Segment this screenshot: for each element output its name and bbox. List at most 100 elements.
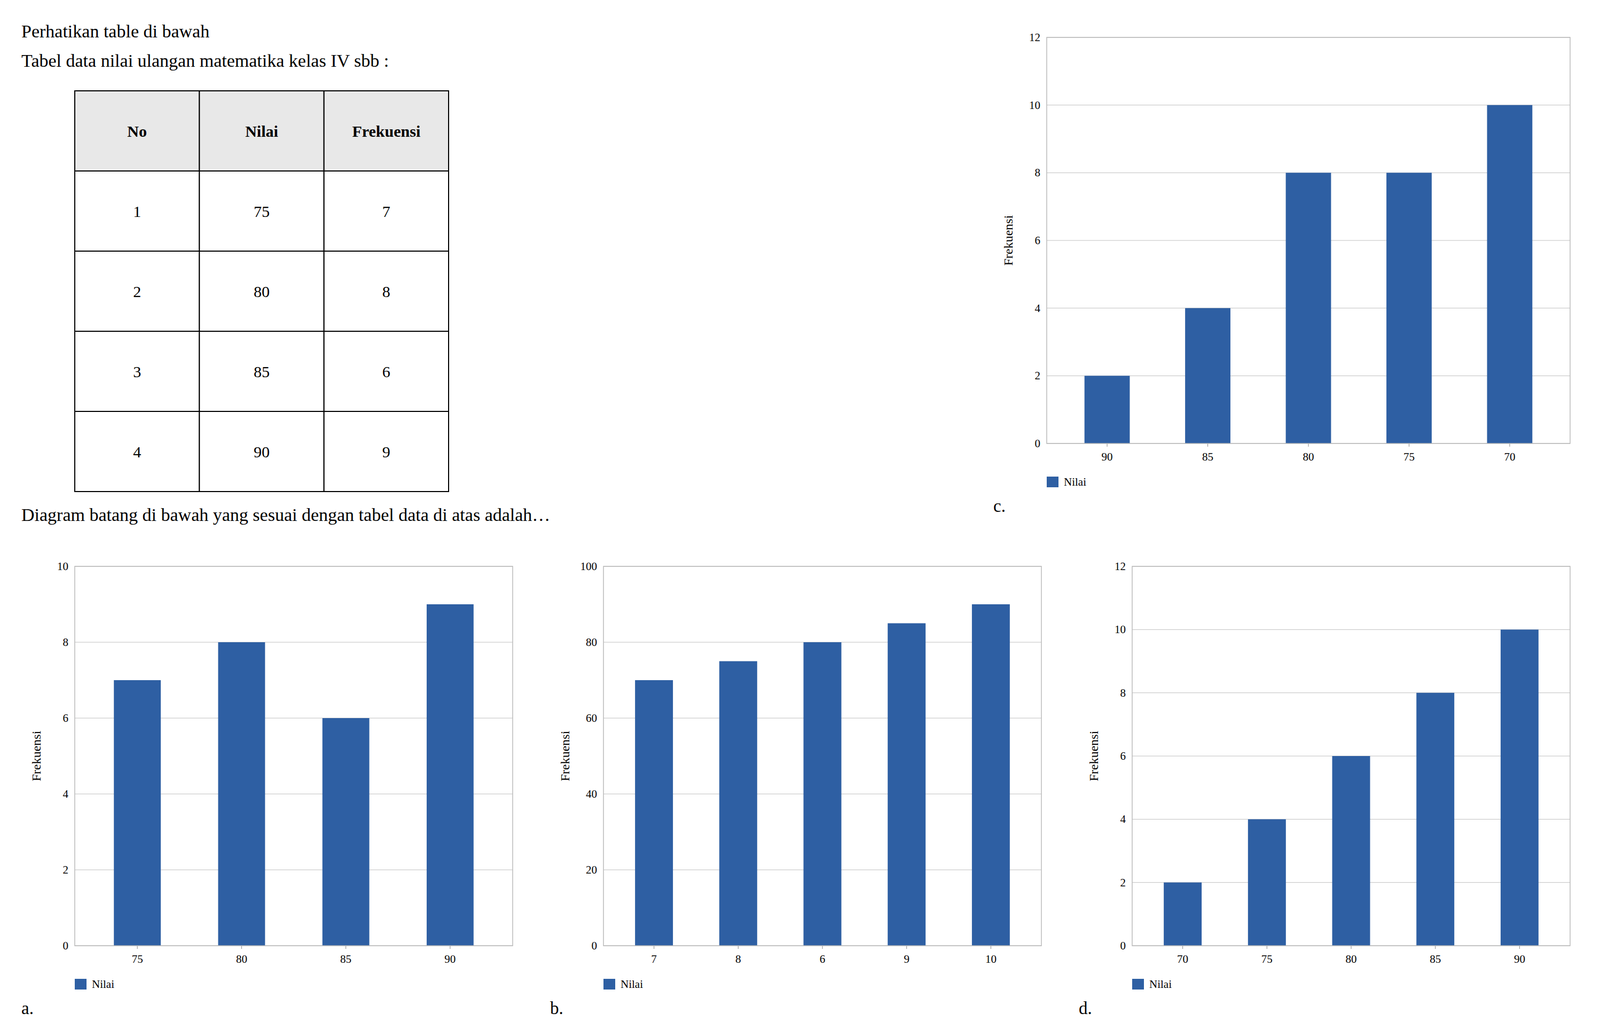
bars	[1084, 105, 1533, 444]
table-header-cell	[199, 90, 324, 171]
bar-chart: 024681012Frekuensi9085807570Nilaic.	[993, 30, 1571, 516]
subtitle: Tabel data nilai ulangan matematika kela…	[21, 50, 389, 71]
table-value: 85	[253, 362, 270, 381]
table-cell	[199, 411, 324, 492]
x-tick	[1408, 443, 1410, 447]
table-panel: Perhatikan table di bawah Tabel data nila…	[21, 21, 551, 525]
x-tick-label: 7	[651, 952, 657, 966]
x-tick-label: 75	[1261, 952, 1273, 966]
bar	[719, 661, 758, 946]
bar-chart: 020406080100Frekuensi786910Nilaib.	[550, 559, 1042, 1018]
table-value: 75	[253, 202, 270, 221]
y-tick-label: 10	[1114, 622, 1126, 636]
legend: Nilai	[603, 977, 643, 991]
bar	[887, 623, 926, 946]
x-tick-label: 85	[340, 952, 352, 966]
panel-label: b.	[550, 998, 564, 1018]
legend: Nilai	[1046, 475, 1087, 489]
table-value: 6	[382, 362, 391, 381]
table-cell	[324, 251, 449, 332]
bar	[1332, 755, 1371, 946]
x-tick-label: 85	[1429, 952, 1441, 966]
x-tick-label: 80	[236, 952, 248, 966]
y-tick-label: 40	[585, 787, 598, 800]
bar	[1248, 818, 1286, 946]
y-axis-label: Frekuensi	[1086, 730, 1101, 781]
x-tick-label: 80	[1345, 952, 1358, 966]
bar	[1487, 105, 1533, 444]
x-tick	[822, 945, 823, 949]
legend-swatch	[603, 978, 616, 990]
table-cell	[324, 170, 449, 252]
x-tick	[653, 945, 655, 949]
y-tick-label: 8	[63, 635, 69, 649]
table-cell	[324, 331, 449, 412]
x-tick-label: 75	[131, 952, 144, 966]
y-tick-label: 60	[585, 711, 598, 725]
table-value: 90	[253, 442, 270, 461]
bar-chart: 024681012Frekuensi7075808590Nilaid.	[1078, 559, 1571, 1018]
x-tick-label: 8	[735, 952, 742, 966]
plot-area	[603, 566, 1042, 946]
x-tick	[1434, 945, 1436, 949]
bar	[1416, 692, 1455, 946]
table-value: 4	[132, 442, 141, 461]
plot-frame	[603, 566, 1042, 946]
y-tick-label: 6	[1120, 749, 1127, 763]
table-cell	[324, 411, 449, 492]
x-tick-label: 10	[985, 952, 997, 966]
x-tick-label: 80	[1303, 450, 1315, 464]
x-tick	[738, 945, 739, 949]
y-tick-label: 8	[1120, 686, 1127, 700]
legend-label: Nilai	[620, 977, 643, 991]
question-text: Diagram batang di bawah yang sesuai deng…	[21, 504, 551, 525]
bar	[322, 717, 370, 946]
x-tick	[345, 945, 347, 949]
y-tick-label: 4	[1120, 812, 1127, 826]
panel-label: c.	[993, 496, 1006, 516]
table-value: 8	[382, 282, 391, 301]
table-value: 2	[132, 282, 141, 301]
bars	[113, 604, 474, 946]
table-cell	[74, 411, 200, 492]
table-header: Frekuensi	[351, 122, 421, 140]
bar	[803, 641, 842, 946]
x-tick	[1308, 443, 1309, 447]
legend-swatch	[74, 978, 87, 990]
y-tick-label: 0	[1034, 436, 1041, 450]
plot-area	[1132, 566, 1571, 946]
y-tick-label: 2	[1120, 875, 1127, 889]
y-tick-label: 8	[1034, 166, 1041, 179]
x-tick-label: 70	[1177, 952, 1189, 966]
table-header-cell	[74, 90, 200, 171]
plot-frame	[1046, 37, 1571, 444]
title: Perhatikan table di bawah	[21, 21, 210, 42]
plot-area	[1046, 37, 1571, 444]
x-tick	[137, 945, 138, 949]
bar-chart: 0246810Frekuensi75808590Nilaia.	[21, 559, 513, 1018]
y-axis-label: Frekuensi	[1001, 214, 1016, 266]
bar	[1163, 882, 1202, 946]
table-header-cell	[324, 90, 449, 171]
bar	[113, 679, 161, 946]
table-cell	[74, 251, 200, 332]
y-tick-label: 12	[1114, 559, 1126, 573]
y-tick-label: 0	[1120, 938, 1127, 952]
y-tick-label: 10	[1029, 98, 1041, 112]
table-value: 1	[132, 202, 141, 221]
legend-label: Nilai	[1063, 475, 1087, 489]
y-tick-label: 0	[591, 938, 598, 952]
table-cell	[199, 331, 324, 412]
bar	[426, 604, 474, 946]
bars	[634, 604, 1010, 946]
panel-label: a.	[21, 998, 34, 1018]
table-cell	[199, 170, 324, 252]
y-axis-label: Frekuensi	[558, 730, 572, 781]
bar	[1185, 308, 1231, 444]
bar	[1386, 172, 1432, 444]
background	[0, 0, 1600, 1036]
y-tick-label: 2	[1034, 369, 1041, 382]
x-tick-label: 6	[819, 952, 826, 966]
x-tick	[1351, 945, 1352, 949]
x-tick-label: 90	[444, 952, 456, 966]
